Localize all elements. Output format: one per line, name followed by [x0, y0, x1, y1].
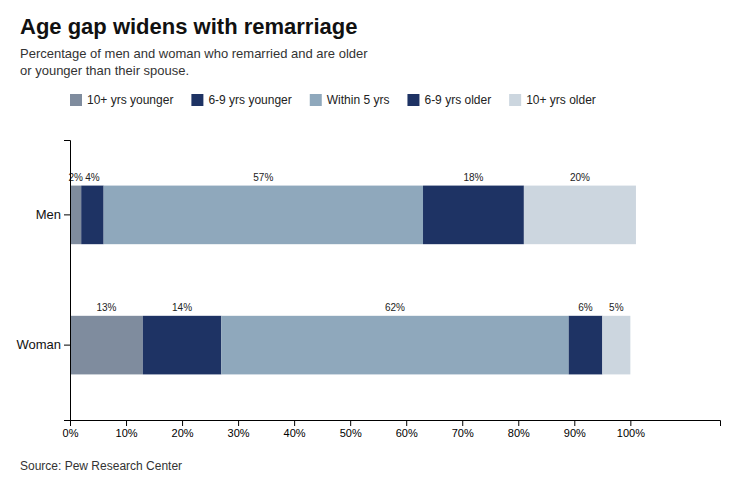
y-tick-label: Woman	[16, 337, 61, 352]
legend-item: Within 5 yrs	[310, 93, 390, 107]
bar-segment	[70, 316, 143, 375]
x-tick-label: 60%	[396, 427, 418, 439]
x-tick-label: 40%	[284, 427, 306, 439]
data-label: 13%	[96, 302, 116, 313]
data-label: 14%	[172, 302, 192, 313]
x-tick: 10%	[116, 420, 138, 439]
chart: Age gap widens with remarriage Percentage…	[0, 0, 740, 482]
x-tick-mark	[406, 420, 407, 426]
legend-swatch	[509, 94, 521, 106]
x-tick-label: 10%	[116, 427, 138, 439]
x-tick: 50%	[340, 420, 362, 439]
data-label: 4%	[85, 172, 100, 183]
bar-segment	[524, 186, 636, 245]
legend: 10+ yrs younger 6-9 yrs younger Within 5 y…	[70, 93, 596, 107]
x-tick: 80%	[508, 420, 530, 439]
y-tick-label: Men	[36, 207, 61, 222]
x-tick: 20%	[172, 420, 194, 439]
x-tick: 30%	[228, 420, 250, 439]
legend-swatch	[310, 94, 322, 106]
legend-label: 10+ yrs younger	[87, 93, 173, 107]
y-axis: Men Woman	[16, 141, 70, 421]
y-tick: Woman	[16, 337, 70, 352]
data-label: 5%	[609, 302, 624, 313]
legend-label: 6-9 yrs younger	[208, 93, 291, 107]
x-tick-label: 50%	[340, 427, 362, 439]
y-tick-mark	[64, 214, 70, 215]
legend-swatch	[407, 94, 419, 106]
legend-item: 10+ yrs older	[509, 93, 596, 107]
x-tick: 90%	[564, 420, 586, 439]
x-tick: 100%	[617, 420, 645, 439]
x-tick-mark	[238, 420, 239, 426]
bar-segment	[81, 186, 103, 245]
bar-segment	[423, 186, 524, 245]
bar-segment	[602, 316, 630, 375]
data-label: 18%	[463, 172, 483, 183]
data-label: 62%	[385, 302, 405, 313]
x-tick-mark	[518, 420, 519, 426]
data-labels: 2%13%4%14%57%62%18%6%20%5%	[68, 172, 623, 313]
x-tick-mark	[182, 420, 183, 426]
data-label: 6%	[578, 302, 593, 313]
x-axis: 0% 10% 20% 30% 40% 50% 60% 70% 80% 90% 100%	[63, 420, 721, 439]
bar-segment	[143, 316, 221, 375]
x-tick: 0%	[63, 420, 79, 439]
x-tick-label: 90%	[564, 427, 586, 439]
x-tick: 40%	[284, 420, 306, 439]
legend-item: 6-9 yrs younger	[191, 93, 291, 107]
bar-segment	[70, 186, 81, 245]
subtitle: Percentage of men and woman who remarrie…	[20, 46, 368, 78]
bar-segment	[221, 316, 568, 375]
legend-item: 10+ yrs younger	[70, 93, 173, 107]
x-tick-mark	[462, 420, 463, 426]
x-tick-label: 70%	[452, 427, 474, 439]
bars	[70, 186, 636, 375]
y-tick: Men	[36, 207, 70, 222]
x-tick-label: 30%	[228, 427, 250, 439]
x-tick: 60%	[396, 420, 418, 439]
plot: 2%13%4%14%57%62%18%6%20%5%0%10%20%30%40%…	[16, 141, 720, 439]
x-tick-mark	[350, 420, 351, 426]
y-axis-line	[64, 141, 71, 421]
title: Age gap widens with remarriage	[20, 14, 357, 39]
x-tick-label: 0%	[63, 427, 79, 439]
legend-label: Within 5 yrs	[327, 93, 390, 107]
x-tick: 70%	[452, 420, 474, 439]
x-tick-label: 100%	[617, 427, 645, 439]
bar-segment	[104, 186, 423, 245]
x-tick-mark	[294, 420, 295, 426]
data-label: 20%	[570, 172, 590, 183]
legend-label: 10+ yrs older	[526, 93, 596, 107]
x-tick-mark	[126, 420, 127, 426]
data-label: 57%	[253, 172, 273, 183]
legend-item: 6-9 yrs older	[407, 93, 491, 107]
x-tick-mark	[574, 420, 575, 426]
legend-swatch	[191, 94, 203, 106]
bar-segment	[569, 316, 603, 375]
x-tick-mark	[630, 420, 631, 426]
annotation: Source: Pew Research Center	[20, 459, 182, 473]
legend-label: 6-9 yrs older	[424, 93, 491, 107]
legend-swatch	[70, 94, 82, 106]
x-tick-label: 80%	[508, 427, 530, 439]
y-tick-mark	[64, 345, 70, 346]
x-tick-label: 20%	[172, 427, 194, 439]
x-axis-line	[71, 421, 721, 427]
